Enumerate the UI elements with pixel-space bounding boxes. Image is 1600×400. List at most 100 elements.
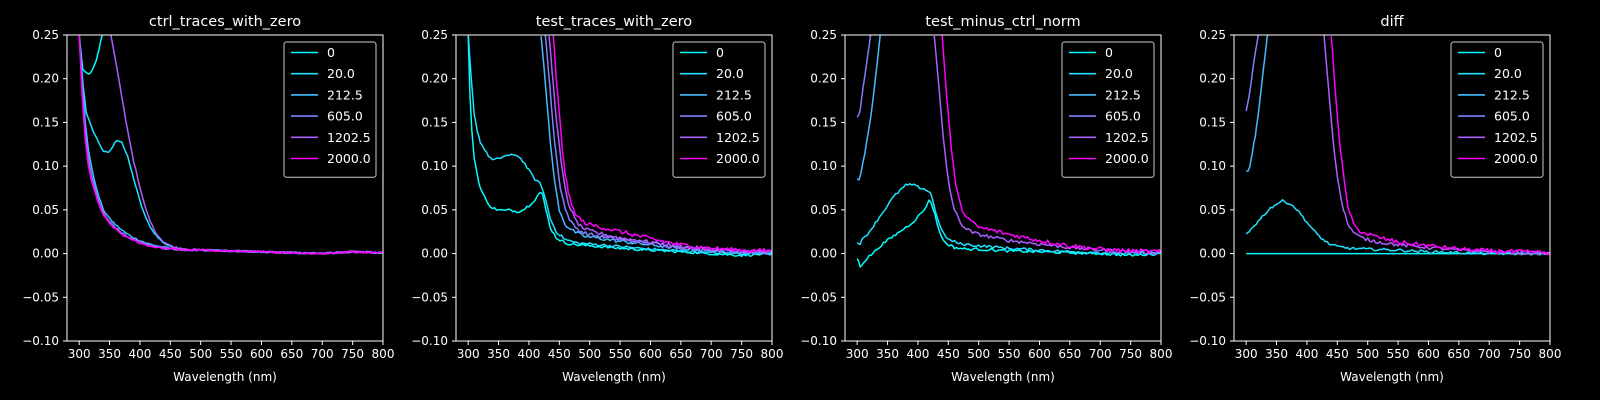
x-tick-label: 650: [280, 347, 303, 361]
legend-label: 605.0: [1105, 109, 1141, 124]
legend-label: 0: [327, 45, 335, 60]
x-tick-label: 700: [311, 347, 334, 361]
x-tick-label: 350: [876, 347, 899, 361]
legend-label: 20.0: [716, 66, 744, 81]
x-tick-label: 750: [1119, 347, 1142, 361]
x-tick-label: 800: [372, 347, 395, 361]
x-tick-label: 650: [669, 347, 692, 361]
x-tick-label: 500: [189, 347, 212, 361]
y-tick-label: 0.15: [421, 115, 448, 129]
legend-label: 605.0: [1494, 109, 1530, 124]
x-tick-label: 300: [846, 347, 869, 361]
y-tick-label: 0.15: [1199, 115, 1226, 129]
x-tick-label: 650: [1058, 347, 1081, 361]
series-line: [856, 35, 881, 181]
series-group: [1245, 35, 1550, 256]
legend-label: 212.5: [1494, 87, 1530, 102]
x-tick-label: 550: [220, 347, 243, 361]
series-line: [1246, 35, 1269, 172]
x-tick-label: 500: [1356, 347, 1379, 361]
y-tick-label: 0.10: [421, 159, 448, 173]
y-tick-label: 0.20: [421, 72, 448, 86]
x-tick-label: 350: [487, 347, 510, 361]
y-tick-label: 0.25: [810, 28, 837, 42]
series-line: [548, 35, 772, 254]
y-tick-label: 0.20: [32, 72, 59, 86]
series-group: [856, 35, 1161, 268]
legend-label: 20.0: [327, 66, 355, 81]
x-axis-label: Wavelength (nm): [562, 370, 666, 384]
legend-label: 1202.5: [327, 130, 371, 145]
x-tick-label: 300: [68, 347, 91, 361]
series-line: [1330, 36, 1550, 256]
y-tick-label: 0.00: [421, 247, 448, 261]
legend-label: 2000.0: [716, 151, 760, 166]
legend-label: 1202.5: [716, 130, 760, 145]
legend-box: [283, 41, 377, 178]
x-tick-label: 300: [1235, 347, 1258, 361]
series-group: [467, 35, 772, 258]
y-tick-label: 0.20: [810, 72, 837, 86]
series-line: [1245, 35, 1260, 112]
y-tick-label: −0.10: [411, 334, 448, 348]
y-tick-label: 0.25: [421, 28, 448, 42]
x-tick-label: 450: [937, 347, 960, 361]
x-tick-label: 700: [1478, 347, 1501, 361]
y-tick-label: −0.05: [800, 290, 837, 304]
x-tick-label: 300: [457, 347, 480, 361]
y-tick-label: 0.10: [810, 159, 837, 173]
y-tick-label: 0.10: [1199, 159, 1226, 173]
chart-title: test_traces_with_zero: [536, 14, 693, 30]
legend: 0 20.0 212.5 605.0 1202.5 2000.0: [283, 41, 377, 178]
x-tick-label: 350: [1265, 347, 1288, 361]
x-tick-label: 450: [1326, 347, 1349, 361]
plot-frame: [66, 34, 384, 342]
series-line: [856, 182, 1161, 256]
legend-label: 212.5: [327, 87, 363, 102]
legend: 0 20.0 212.5 605.0 1202.5 2000.0: [672, 41, 766, 178]
y-tick-label: 0.25: [32, 28, 59, 42]
series-line: [78, 35, 103, 75]
x-tick-label: 600: [250, 347, 273, 361]
y-tick-label: 0.10: [32, 159, 59, 173]
x-tick-label: 550: [998, 347, 1021, 361]
x-axis-label: Wavelength (nm): [951, 370, 1055, 384]
legend: 0 20.0 212.5 605.0 1202.5 2000.0: [1450, 41, 1544, 178]
series-line: [941, 35, 1161, 255]
chart-panel: 300 350 400 450 500 550 600 650 700 750 800 −0.10 −0…: [411, 14, 783, 384]
legend-label: 20.0: [1494, 66, 1522, 81]
chart-panel: 300 350 400 450 500 550 600 650 700 750 800 −0.10 −0…: [22, 14, 394, 384]
y-tick-label: −0.05: [22, 290, 59, 304]
x-tick-label: 750: [1508, 347, 1531, 361]
series-line: [1323, 35, 1550, 256]
y-tick-label: 0.05: [32, 203, 59, 217]
legend-label: 2000.0: [1105, 151, 1149, 166]
x-tick-label: 550: [1387, 347, 1410, 361]
x-axis-label: Wavelength (nm): [1340, 370, 1444, 384]
legend-label: 605.0: [716, 109, 752, 124]
x-tick-label: 600: [1028, 347, 1051, 361]
x-axis-label: Wavelength (nm): [173, 370, 277, 384]
y-tick-label: 0.15: [32, 115, 59, 129]
x-tick-label: 800: [761, 347, 784, 361]
x-tick-label: 500: [578, 347, 601, 361]
x-tick-label: 400: [1295, 347, 1318, 361]
x-tick-label: 600: [1417, 347, 1440, 361]
chart-title: ctrl_traces_with_zero: [149, 14, 301, 30]
plot-frame: [455, 34, 773, 342]
legend-box: [672, 41, 766, 178]
legend-box: [1061, 41, 1155, 178]
x-tick-label: 800: [1150, 347, 1173, 361]
legend-label: 212.5: [1105, 87, 1141, 102]
y-tick-label: −0.05: [411, 290, 448, 304]
series-line: [78, 35, 383, 255]
y-tick-label: −0.05: [1189, 290, 1226, 304]
x-tick-label: 500: [967, 347, 990, 361]
y-tick-label: 0.05: [421, 203, 448, 217]
x-tick-label: 400: [517, 347, 540, 361]
legend-label: 2000.0: [327, 151, 371, 166]
chart-panel: 300 350 400 450 500 550 600 650 700 750 800 −0.10 −0…: [800, 14, 1172, 384]
legend-label: 0: [716, 45, 724, 60]
legend-label: 212.5: [716, 87, 752, 102]
